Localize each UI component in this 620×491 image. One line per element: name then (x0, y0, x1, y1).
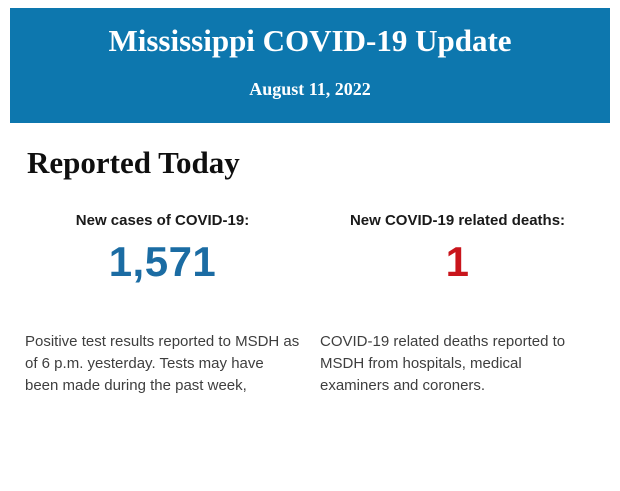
new-deaths-value: 1 (445, 238, 470, 286)
banner: Mississippi COVID-19 Update August 11, 2… (10, 8, 610, 123)
section-heading: Reported Today (27, 145, 240, 180)
stat-card-new-deaths: New COVID-19 related deaths: 1 COVID-19 … (320, 212, 595, 397)
new-cases-description: Positive test results reported to MSDH a… (25, 333, 300, 395)
new-cases-value: 1,571 (108, 238, 217, 286)
stats-grid: New cases of COVID-19: 1,571 Positive te… (0, 212, 620, 397)
stat-card-new-cases: New cases of COVID-19: 1,571 Positive te… (25, 212, 300, 397)
banner-date: August 11, 2022 (249, 79, 371, 100)
new-deaths-label: New COVID-19 related deaths: (349, 212, 566, 230)
new-cases-label: New cases of COVID-19: (75, 212, 250, 230)
new-deaths-description: COVID-19 related deaths reported to MSDH… (320, 333, 566, 395)
banner-title: Mississippi COVID-19 Update (108, 23, 512, 58)
